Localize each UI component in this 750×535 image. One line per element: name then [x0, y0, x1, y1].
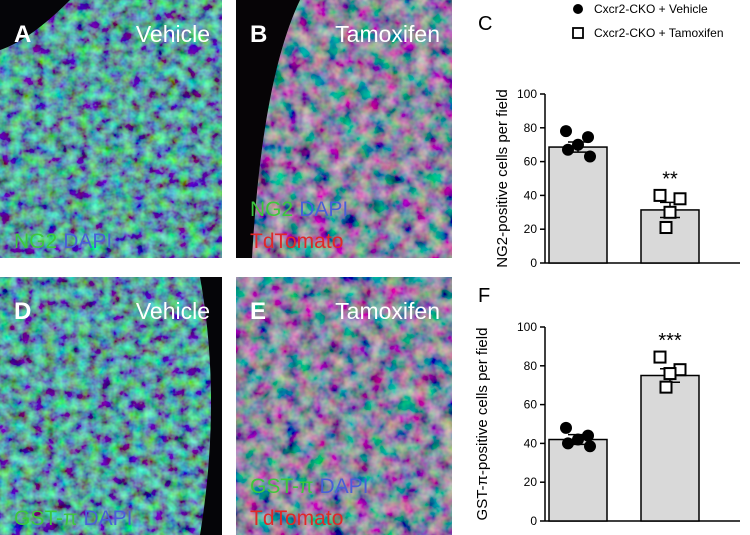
panel-letter: D — [14, 298, 31, 325]
data-point — [584, 150, 596, 163]
data-point — [659, 380, 673, 394]
stain-name: GST-π — [250, 475, 314, 498]
y-tick-label: 20 — [524, 222, 538, 236]
stain-name: DAPI — [320, 475, 369, 498]
y-tick-label: 100 — [517, 320, 537, 334]
data-point — [562, 437, 574, 450]
bar — [640, 374, 700, 522]
data-point — [653, 188, 667, 202]
legend-label: Cxcr2-CKO + Tamoxifen — [594, 26, 724, 40]
stain-name: NG2 — [14, 230, 57, 253]
data-point — [653, 350, 667, 364]
y-tick-label: 0 — [530, 256, 537, 270]
data-point — [572, 138, 584, 151]
stain-name: DAPI — [84, 507, 133, 530]
bar — [548, 438, 608, 522]
panel-letter: F — [478, 285, 490, 307]
stain-label: TdTomato — [250, 507, 343, 530]
data-point — [584, 440, 596, 453]
panel-condition: Tamoxifen — [335, 21, 440, 47]
legend-label: Cxcr2-CKO + Vehicle — [594, 2, 708, 16]
data-point — [560, 125, 572, 138]
y-tick-label: 20 — [524, 475, 538, 489]
stain-label: GST-π DAPI — [14, 507, 133, 530]
micrograph-d — [0, 277, 222, 535]
stain-label: TdTomato — [250, 230, 343, 253]
stain-name: GST-π — [14, 507, 78, 530]
data-point — [560, 421, 572, 434]
panel-letter: A — [14, 21, 31, 48]
stain-name: NG2 — [250, 198, 293, 221]
stain-name: TdTomato — [250, 507, 343, 530]
stain-label: GST-π DAPI — [250, 475, 369, 498]
y-tick-label: 0 — [530, 514, 537, 528]
micrograph-b — [236, 0, 452, 258]
panel-letter: B — [250, 21, 267, 48]
panel-condition: Vehicle — [136, 21, 210, 47]
micrograph-a — [0, 0, 222, 258]
stain-name: DAPI — [299, 198, 348, 221]
data-point — [582, 429, 594, 442]
y-tick-label: 60 — [524, 155, 538, 169]
y-tick-label: 80 — [524, 359, 538, 373]
stain-label: NG2 DAPI — [250, 198, 348, 221]
panel-condition: Vehicle — [136, 298, 210, 324]
data-point — [572, 433, 584, 446]
data-point — [663, 367, 677, 381]
legend-marker — [572, 27, 584, 39]
y-tick-label: 40 — [524, 436, 538, 450]
y-tick-label: 40 — [524, 188, 538, 202]
panel-condition: Tamoxifen — [335, 298, 440, 324]
panel-letter: C — [478, 13, 492, 35]
stain-name: DAPI — [63, 230, 112, 253]
micrograph-e — [236, 277, 452, 535]
data-point — [663, 205, 677, 219]
y-tick-label: 80 — [524, 121, 538, 135]
y-axis-label: GST-π-positive cells per field — [474, 328, 491, 521]
y-tick-label: 100 — [517, 87, 537, 101]
data-point — [659, 221, 673, 235]
significance: ** — [662, 168, 678, 190]
stain-name: TdTomato — [250, 230, 343, 253]
legend-marker — [573, 4, 583, 14]
bar — [548, 146, 608, 264]
y-axis-label: NG2-positive cells per field — [494, 89, 511, 267]
data-point — [562, 143, 574, 156]
significance: *** — [658, 330, 682, 352]
data-point — [673, 192, 687, 206]
stain-label: NG2 DAPI — [14, 230, 112, 253]
y-tick-label: 60 — [524, 398, 538, 412]
panel-letter: E — [250, 298, 266, 325]
data-point — [582, 131, 594, 144]
